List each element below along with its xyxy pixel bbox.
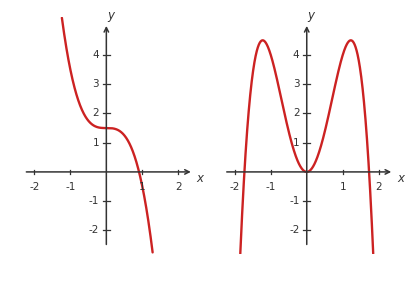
Text: 2: 2 <box>175 182 182 192</box>
Text: x: x <box>397 172 404 185</box>
Text: 2: 2 <box>375 182 382 192</box>
Text: -1: -1 <box>89 196 99 206</box>
Text: 1: 1 <box>92 138 99 148</box>
Text: -2: -2 <box>289 225 299 235</box>
Text: 2: 2 <box>92 108 99 118</box>
Text: 4: 4 <box>293 50 299 60</box>
Text: -2: -2 <box>29 182 40 192</box>
Text: 3: 3 <box>92 79 99 89</box>
Text: -2: -2 <box>229 182 240 192</box>
Text: -2: -2 <box>89 225 99 235</box>
Text: -1: -1 <box>289 196 299 206</box>
Text: y: y <box>107 9 114 22</box>
Text: 1: 1 <box>293 138 299 148</box>
Text: -1: -1 <box>65 182 76 192</box>
Text: 3: 3 <box>293 79 299 89</box>
Text: 4: 4 <box>92 50 99 60</box>
Text: x: x <box>196 172 204 185</box>
Text: 1: 1 <box>339 182 346 192</box>
Text: -1: -1 <box>265 182 276 192</box>
Text: y: y <box>308 9 315 22</box>
Text: 2: 2 <box>293 108 299 118</box>
Text: 1: 1 <box>139 182 146 192</box>
